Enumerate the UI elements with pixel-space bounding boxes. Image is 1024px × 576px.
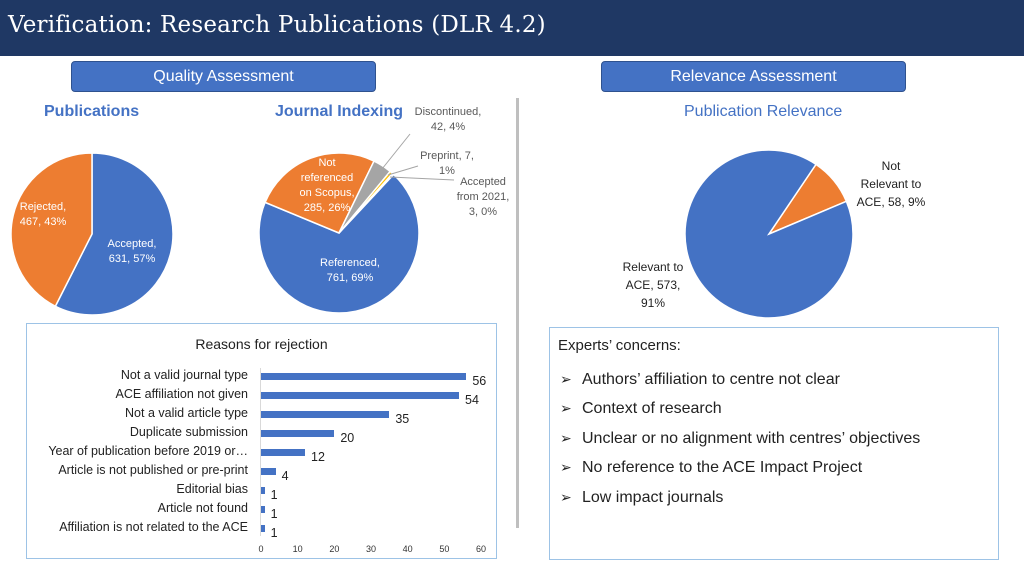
- concerns-panel: Experts’ concerns: ➢ Authors’ affiliation…: [549, 327, 999, 560]
- rejection-chart-title: Reasons for rejection: [195, 336, 328, 352]
- arrow-bullet-icon: ➢: [560, 430, 572, 446]
- arrow-bullet-icon: ➢: [560, 371, 572, 387]
- journal-indexing-pie: [258, 133, 455, 314]
- bar-category-label: ACE affiliation not given: [115, 387, 249, 401]
- relevance-assessment-button[interactable]: Relevance Assessment: [601, 61, 906, 92]
- section-divider: [516, 98, 519, 528]
- rejection-chart-panel: Reasons for rejection Not a valid journa…: [26, 323, 497, 559]
- x-tick-label: 40: [402, 544, 413, 554]
- arrow-bullet-icon: ➢: [560, 489, 572, 505]
- journal-indexing-title: Journal Indexing: [275, 103, 404, 120]
- arrow-bullet-icon: ➢: [560, 459, 572, 475]
- bar-value-label: 1: [270, 526, 278, 540]
- pie-label-rejected: Rejected, 467, 43%: [19, 201, 67, 228]
- pie-label-not-relevant: Not Relevant to ACE, 58, 9%: [856, 159, 926, 209]
- bar-category-label: Duplicate submission: [129, 425, 248, 439]
- bar-category-label: Editorial bias: [176, 482, 248, 496]
- bar-category-label: Year of publication before 2019 or…: [48, 444, 248, 458]
- publication-relevance-title: Publication Relevance: [684, 103, 843, 120]
- x-tick-label: 0: [258, 544, 264, 554]
- pie-slice-relevant: [684, 149, 854, 319]
- concerns-title: Experts’ concerns:: [558, 337, 681, 354]
- bar-value-label: 35: [395, 412, 410, 426]
- pie-slice-rejected: [10, 152, 93, 308]
- bar-value-label: 4: [281, 469, 289, 483]
- pie-label-preprint: Preprint, 7, 1%: [420, 150, 474, 177]
- leader-line-preprint: [387, 165, 419, 176]
- quality-assessment-button[interactable]: Quality Assessment: [71, 61, 376, 92]
- pie-label-accepted: Accepted, 631, 57%: [107, 238, 157, 265]
- bar-value-label: 56: [472, 374, 487, 388]
- bar-value-label: 1: [270, 507, 278, 521]
- leader-line-discontinued: [381, 133, 411, 170]
- bar: [261, 430, 335, 437]
- bar-category-label: Not a valid article type: [125, 406, 248, 420]
- bar-value-label: 20: [340, 431, 355, 445]
- pie-label-discontinued: Discontinued, 42, 4%: [414, 106, 482, 133]
- pie-label-relevant: Relevant to ACE, 573, 91%: [622, 260, 684, 310]
- concern-item: ➢ Authors’ affiliation to centre not clea…: [560, 371, 840, 388]
- bar: [261, 373, 467, 380]
- page-title: Verification: Research Publications (DLR…: [8, 12, 546, 38]
- bar: [261, 506, 265, 513]
- x-tick-label: 30: [365, 544, 376, 554]
- bar-value-label: 12: [311, 450, 325, 464]
- x-tick-label: 10: [292, 544, 303, 554]
- pie-slice-not-referenced: [264, 152, 376, 234]
- bar: [261, 411, 390, 418]
- x-tick-label: 20: [329, 544, 340, 554]
- bar: [261, 468, 276, 475]
- bar-category-label: Article is not published or pre-print: [58, 463, 248, 477]
- pie-slice-accepted: [54, 152, 174, 316]
- pie-slice-referenced: [258, 173, 420, 314]
- leader-line-accepted-2021: [389, 176, 455, 181]
- rejection-chart-axis: [260, 368, 261, 536]
- pie-label-referenced: Referenced, 761, 69%: [320, 257, 380, 284]
- publications-pie: [10, 152, 174, 316]
- publications-title: Publications: [44, 103, 140, 120]
- pie-label-not-referenced: Not referenced on Scopus, 285, 26%: [299, 157, 355, 214]
- bar-category-label: Not a valid journal type: [120, 368, 248, 382]
- x-tick-label: 50: [439, 544, 450, 554]
- concern-item: ➢ Unclear or no alignment with centres’ o…: [560, 430, 921, 447]
- bar: [261, 392, 459, 399]
- title-bar: Verification: Research Publications (DLR…: [0, 0, 1024, 56]
- concern-item: ➢ No reference to the ACE Impact Project: [560, 459, 863, 476]
- bar: [261, 487, 265, 494]
- bar-value-label: 1: [270, 488, 278, 502]
- relevance-pie: [684, 149, 854, 319]
- concern-item: ➢ Context of research: [560, 400, 722, 417]
- arrow-bullet-icon: ➢: [560, 400, 572, 416]
- bar-value-label: 54: [465, 393, 479, 407]
- pie-label-accepted-2021: Accepted from 2021, 3, 0%: [456, 176, 510, 218]
- x-tick-label: 60: [475, 544, 486, 554]
- bar: [261, 525, 265, 532]
- bar-category-label: Article not found: [157, 501, 248, 515]
- bar-category-label: Affiliation is not related to the ACE: [59, 520, 248, 534]
- bar: [261, 449, 305, 456]
- concern-item: ➢ Low impact journals: [560, 489, 724, 506]
